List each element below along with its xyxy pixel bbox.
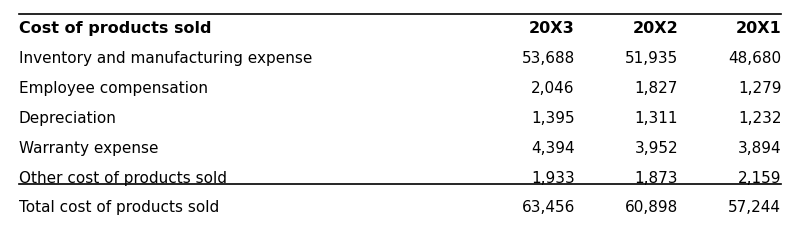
Text: 20X1: 20X1	[735, 21, 782, 36]
Text: Total cost of products sold: Total cost of products sold	[18, 200, 219, 215]
Text: 4,394: 4,394	[531, 141, 574, 156]
Text: 20X3: 20X3	[529, 21, 574, 36]
Text: Employee compensation: Employee compensation	[18, 81, 208, 96]
Text: 57,244: 57,244	[728, 200, 782, 215]
Text: 1,873: 1,873	[634, 170, 678, 185]
Text: Warranty expense: Warranty expense	[18, 141, 158, 156]
Text: 53,688: 53,688	[522, 51, 574, 66]
Text: 1,279: 1,279	[738, 81, 782, 96]
Text: Depreciation: Depreciation	[18, 111, 117, 126]
Text: 1,232: 1,232	[738, 111, 782, 126]
Text: 51,935: 51,935	[625, 51, 678, 66]
Text: 1,827: 1,827	[634, 81, 678, 96]
Text: 1,933: 1,933	[531, 170, 574, 185]
Text: 2,046: 2,046	[531, 81, 574, 96]
Text: 1,395: 1,395	[531, 111, 574, 126]
Text: 2,159: 2,159	[738, 170, 782, 185]
Text: 3,952: 3,952	[634, 141, 678, 156]
Text: Cost of products sold: Cost of products sold	[18, 21, 211, 36]
Text: 3,894: 3,894	[738, 141, 782, 156]
Text: 48,680: 48,680	[728, 51, 782, 66]
Text: 63,456: 63,456	[522, 200, 574, 215]
Text: Inventory and manufacturing expense: Inventory and manufacturing expense	[18, 51, 312, 66]
Text: 60,898: 60,898	[625, 200, 678, 215]
Text: 1,311: 1,311	[634, 111, 678, 126]
Text: Other cost of products sold: Other cost of products sold	[18, 170, 226, 185]
Text: 20X2: 20X2	[632, 21, 678, 36]
